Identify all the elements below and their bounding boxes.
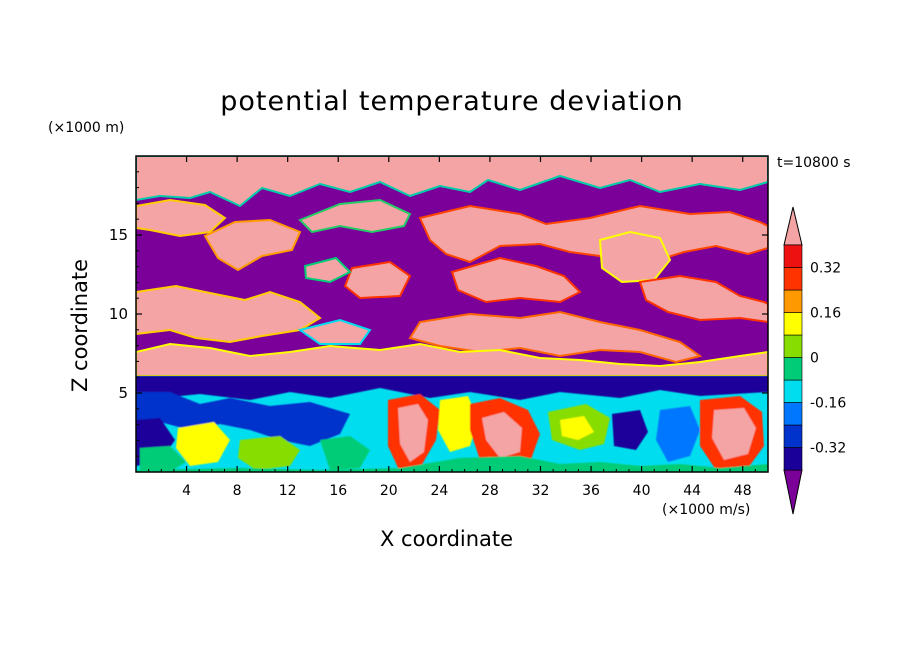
x-tick-label: 40: [633, 483, 651, 499]
colorbar-bin: [783, 402, 803, 426]
colorbar-label: -0.32: [810, 441, 846, 457]
x-ticks: 4 8 12 16 20 24 28 32 36 40 44 48: [148, 156, 769, 499]
y-ticks: 5 10 15: [109, 171, 768, 457]
colorbar-bin: [783, 244, 803, 268]
y-tick-label: 10: [109, 305, 128, 323]
x-tick-label: 8: [233, 483, 242, 499]
x-tick-label: 20: [380, 483, 398, 499]
colorbar-bin: [783, 267, 803, 291]
colorbar-under-triangle: [783, 469, 803, 515]
y-tick-label: 15: [109, 226, 128, 244]
x-tick-label: 4: [182, 483, 191, 499]
x-tick-label: 24: [430, 483, 448, 499]
z-unit-label: (×1000 m): [48, 120, 125, 136]
x-unit-label: (×1000 m/s): [662, 502, 751, 518]
colorbar-over-triangle: [783, 206, 803, 246]
chart-title: potential temperature deviation: [220, 86, 684, 117]
x-tick-label: 36: [582, 483, 600, 499]
colorbar-bin: [783, 312, 803, 336]
colorbar-bin: [783, 379, 803, 403]
x-tick-label: 44: [683, 483, 701, 499]
x-tick-label: 16: [329, 483, 347, 499]
x-tick-label: 12: [279, 483, 297, 499]
lower-blobs: [136, 376, 768, 472]
x-tick-label: 32: [532, 483, 550, 499]
x-tick-label: 28: [481, 483, 499, 499]
colorbar-label: 0: [810, 351, 819, 367]
contour-field: [136, 156, 768, 472]
colorbar-bin: [783, 289, 803, 313]
upper-pink-patches: [136, 156, 768, 377]
x-axis-label: X coordinate: [380, 527, 514, 551]
colorbar-bin: [783, 334, 803, 358]
colorbar-label: 0.32: [810, 261, 841, 277]
x-tick-label: 48: [734, 483, 752, 499]
colorbar-label: 0.16: [810, 306, 841, 322]
y-tick-label: 5: [118, 384, 128, 402]
colorbar: 0.32 0.16 0 -0.16 -0.32: [783, 206, 846, 515]
time-label: t=10800 s: [777, 155, 851, 171]
colorbar-bin: [783, 357, 803, 381]
colorbar-bin: [783, 424, 803, 448]
colorbar-bin: [783, 447, 803, 471]
colorbar-label: -0.16: [810, 396, 846, 412]
